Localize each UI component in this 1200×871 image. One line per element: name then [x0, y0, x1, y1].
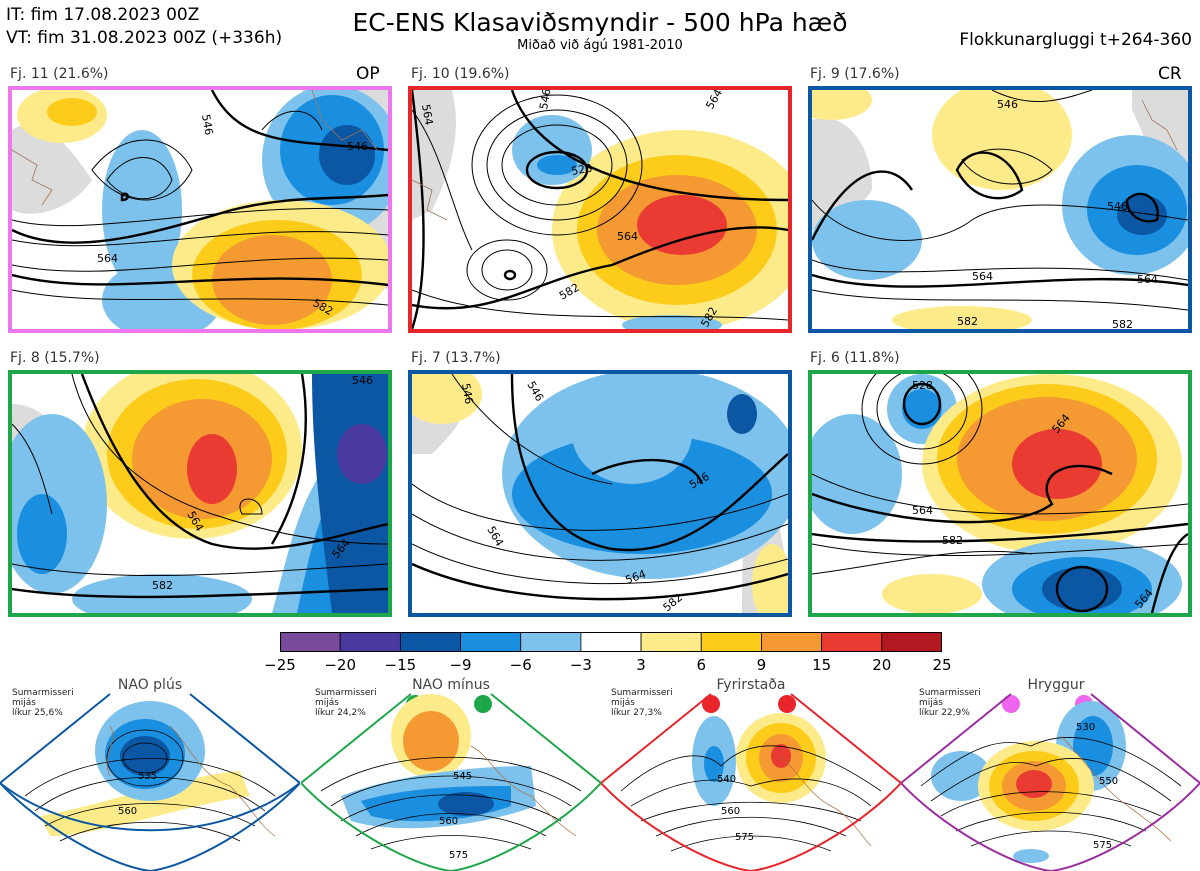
- season-label: Sumarmisseri: [315, 688, 377, 698]
- cluster-10-map[interactable]: 564 546 528 564 564 582 582: [408, 86, 792, 333]
- colorbar-tick-label: −20: [324, 656, 356, 674]
- regime-ridge: Hryggur Sumarmisseri mijás líkur 22,9% 5…: [901, 677, 1200, 871]
- contour-label: 560: [721, 806, 740, 817]
- regime-blocking: Fyrirstaða Sumarmisseri mijás líkur 27,3…: [601, 677, 901, 871]
- contour-label: 546: [199, 113, 215, 136]
- contour-label: 530: [1076, 722, 1095, 733]
- season-label: Sumarmisseri: [611, 688, 673, 698]
- colorbar-cell: [761, 631, 823, 653]
- cluster-8-map[interactable]: 546 564 564 582: [8, 370, 392, 617]
- colorbar-tick-label: 15: [812, 656, 832, 674]
- cluster-7-map[interactable]: 546 546 546 564 564 582: [408, 370, 792, 617]
- colorbar-cell: [580, 631, 642, 653]
- mean-label: mijás: [611, 698, 635, 708]
- contour-label: 582: [942, 534, 963, 547]
- contour-label: 528: [912, 379, 933, 392]
- colorbar-cell: [460, 631, 522, 653]
- regime-name: Hryggur: [1027, 677, 1085, 693]
- colorbar-cell: [520, 631, 582, 653]
- page-title: EC-ENS Klasaviðsmyndir - 500 hPa hæð: [352, 8, 848, 37]
- cluster-7-label: Fj. 7 (13.7%): [411, 350, 501, 366]
- colorbar-tick-label: 3: [636, 656, 646, 674]
- colorbar-cell: [279, 631, 341, 653]
- contour-label: 564: [972, 270, 993, 283]
- valid-time: VT: fim 31.08.2023 00Z (+336h): [6, 28, 283, 48]
- contour-label: 560: [118, 806, 137, 817]
- contour-label: 564: [97, 252, 118, 265]
- colorbar-tick-label: 20: [872, 656, 892, 674]
- cluster-10-label: Fj. 10 (19.6%): [411, 66, 510, 82]
- cluster-11-label: Fj. 11 (21.6%): [10, 66, 109, 82]
- colorbar-tick-label: −3: [569, 656, 592, 674]
- cluster-9-label: Fj. 9 (17.6%): [810, 66, 900, 82]
- contour-label: 582: [152, 579, 173, 592]
- contour-label: 575: [449, 850, 468, 861]
- page-subtitle: Miðað við ágú 1981-2010: [517, 38, 683, 53]
- cluster-9-tag: CR: [1158, 64, 1182, 84]
- cluster-8-label: Fj. 8 (15.7%): [10, 350, 100, 366]
- contour-label: 546: [347, 140, 368, 153]
- colorbar-tick-label: 6: [696, 656, 707, 674]
- contour-label: 546: [997, 98, 1018, 111]
- probability-label: líkur 24,2%: [315, 708, 366, 718]
- contour-label: 540: [717, 774, 736, 785]
- regime-name: NAO mínus: [412, 677, 490, 693]
- cluster-11-tag: OP: [356, 64, 380, 84]
- regime-caption: Sumarmisseri mijás líkur 27,3%: [611, 688, 673, 718]
- colorbar-cell: [821, 631, 883, 653]
- cluster-9-map[interactable]: 546 564 546 564 582 582: [808, 86, 1192, 333]
- cluster-11-map[interactable]: 546 546 564 582: [8, 86, 392, 333]
- regime-nao-plus: NAO plús Sumarmisseri mijás líkur 25,6% …: [0, 677, 300, 871]
- colorbar-tick-label: 25: [932, 656, 952, 674]
- colorbar-cell: [881, 631, 943, 653]
- colorbar-tick-label: −25: [264, 656, 296, 674]
- colorbar-tick-label: −6: [509, 656, 532, 674]
- classification-window: Flokkunargluggi t+264-360: [959, 30, 1192, 50]
- regime-caption: Sumarmisseri mijás líkur 24,2%: [315, 688, 377, 718]
- regime-name: Fyrirstaða: [716, 677, 786, 693]
- contour-label: 582: [957, 315, 978, 328]
- colorbar-cell: [640, 631, 702, 653]
- contour-label: 564: [617, 230, 638, 243]
- contour-label: 546: [1107, 200, 1128, 213]
- contour-label: 535: [138, 771, 157, 782]
- colorbar-cell: [399, 631, 461, 653]
- regime-name: NAO plús: [117, 677, 183, 693]
- regime-nao-minus: NAO mínus Sumarmisseri mijás líkur 24,2%…: [301, 677, 601, 871]
- contour-label: 575: [735, 832, 754, 843]
- regime-caption: Sumarmisseri mijás líkur 25,6%: [12, 688, 74, 718]
- mean-label: mijás: [315, 698, 339, 708]
- contour-label: 546: [352, 374, 373, 387]
- probability-label: líkur 22,9%: [919, 708, 970, 718]
- run-info: IT: fim 17.08.2023 00Z VT: fim 31.08.202…: [6, 4, 282, 50]
- season-label: Sumarmisseri: [12, 688, 74, 698]
- colorbar-cell: [339, 631, 401, 653]
- contour-label: 546: [459, 382, 475, 405]
- contour-label: 564: [912, 504, 933, 517]
- cluster-6-map[interactable]: 528 564 564 582 564: [808, 370, 1192, 617]
- mean-label: mijás: [12, 698, 36, 708]
- contour-label: 528: [570, 162, 593, 178]
- colorbar-tick-label: −9: [449, 656, 472, 674]
- contour-label: 550: [1099, 776, 1118, 787]
- contour-label: 575: [1093, 840, 1112, 851]
- contour-label: 564: [419, 103, 435, 126]
- regime-caption: Sumarmisseri mijás líkur 22,9%: [919, 688, 981, 718]
- contour-label: 545: [453, 771, 472, 782]
- contour-label: 546: [537, 90, 553, 111]
- initial-time: IT: fim 17.08.2023 00Z: [6, 5, 200, 25]
- colorbar-tick-label: −15: [384, 656, 417, 674]
- contour-label: 560: [439, 816, 458, 827]
- contour-label: 582: [1112, 318, 1133, 329]
- colorbar-cell: [700, 631, 762, 653]
- season-label: Sumarmisseri: [919, 688, 981, 698]
- cluster-6-label: Fj. 6 (11.8%): [810, 350, 900, 366]
- probability-label: líkur 27,3%: [611, 708, 662, 718]
- probability-label: líkur 25,6%: [12, 708, 63, 718]
- mean-label: mijás: [919, 698, 943, 708]
- contour-label: 564: [1137, 273, 1158, 286]
- anomaly-colorbar: [279, 631, 943, 656]
- colorbar-tick-label: 9: [756, 656, 767, 674]
